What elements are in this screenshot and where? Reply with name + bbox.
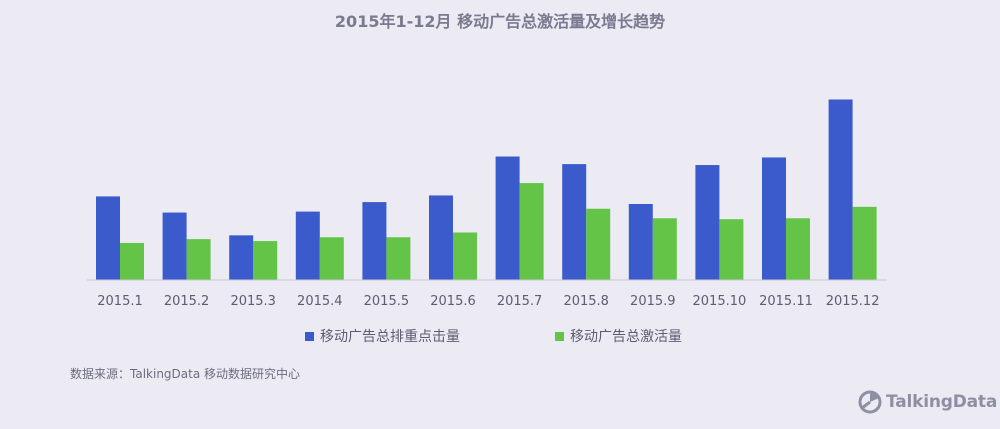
- x-tick-label: 2015.10: [693, 294, 747, 309]
- x-tick-label: 2015.7: [497, 294, 543, 309]
- bar-activations-2015.3: [253, 241, 278, 280]
- x-tick-label: 2015.4: [297, 294, 343, 309]
- bar-clicks-2015.11: [762, 157, 786, 280]
- x-tick-label: 2015.12: [826, 294, 880, 309]
- legend-swatch-clicks: [305, 331, 314, 341]
- bar-clicks-2015.5: [362, 202, 387, 280]
- bar-clicks-2015.1: [96, 196, 120, 280]
- bar-activations-2015.9: [652, 218, 677, 280]
- legend-label-clicks: 移动广告总排重点击量: [320, 329, 460, 345]
- chart-title: 2015年1-12月 移动广告总激活量及增长趋势: [334, 12, 666, 31]
- bar-activations-2015.1: [120, 242, 144, 280]
- bar-clicks-2015.9: [628, 204, 653, 280]
- x-tick-label: 2015.2: [164, 294, 210, 309]
- x-tick-label: 2015.5: [364, 294, 410, 309]
- bar-clicks-2015.7: [495, 156, 520, 280]
- bar-chart: 2015.1 2015.2 2015.3 2015.4 2015.5 2015.6 2015…: [87, 99, 887, 309]
- brand-name: TalkingData: [886, 392, 998, 412]
- data-source-note: 数据来源：TalkingData 移动数据研究中心: [70, 367, 301, 381]
- talkingdata-logo-icon: [858, 390, 882, 414]
- legend: 移动广告总排重点击量 移动广告总激活量: [0, 326, 1000, 346]
- x-tick-label: 2015.9: [630, 294, 676, 309]
- bar-activations-2015.11: [786, 218, 810, 280]
- bar-activations-2015.4: [319, 237, 344, 280]
- legend-item-clicks: 移动广告总排重点击量: [305, 326, 460, 346]
- bar-clicks-2015.4: [295, 211, 320, 280]
- bar-activations-2015.7: [519, 183, 544, 280]
- bar-clicks-2015.6: [429, 195, 453, 280]
- x-tick-label: 2015.6: [430, 294, 476, 309]
- bar-clicks-2015.8: [562, 164, 587, 280]
- x-tick-label: 2015.8: [563, 294, 609, 309]
- bar-activations-2015.10: [719, 219, 744, 280]
- bar-activations-2015.12: [852, 206, 877, 280]
- x-tick-label: 2015.1: [97, 294, 143, 309]
- bar-clicks-2015.10: [695, 165, 720, 280]
- legend-swatch-activations: [555, 331, 564, 341]
- bar-activations-2015.2: [186, 239, 211, 280]
- bar-activations-2015.5: [386, 237, 411, 280]
- legend-item-activations: 移动广告总激活量: [555, 326, 682, 346]
- bar-clicks-2015.3: [229, 235, 254, 280]
- x-tick-label: 2015.3: [230, 294, 276, 309]
- bar-clicks-2015.2: [162, 212, 187, 280]
- brand-logo: TalkingData: [858, 390, 997, 414]
- bar-activations-2015.8: [586, 208, 611, 280]
- bar-activations-2015.6: [453, 232, 477, 280]
- legend-label-activations: 移动广告总激活量: [570, 329, 682, 345]
- x-tick-label: 2015.11: [759, 294, 813, 309]
- bar-clicks-2015.12: [828, 99, 853, 280]
